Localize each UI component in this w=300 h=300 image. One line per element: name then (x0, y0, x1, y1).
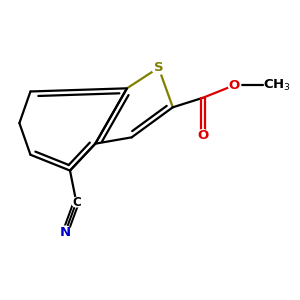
Text: CH$_3$: CH$_3$ (263, 78, 291, 93)
Circle shape (228, 79, 241, 91)
Circle shape (197, 130, 209, 142)
Circle shape (152, 61, 165, 74)
Circle shape (59, 226, 71, 238)
Text: O: O (197, 129, 208, 142)
Text: O: O (229, 79, 240, 92)
Text: S: S (154, 61, 164, 74)
Text: N: N (60, 226, 71, 239)
Text: C: C (72, 196, 81, 209)
Circle shape (72, 197, 81, 207)
